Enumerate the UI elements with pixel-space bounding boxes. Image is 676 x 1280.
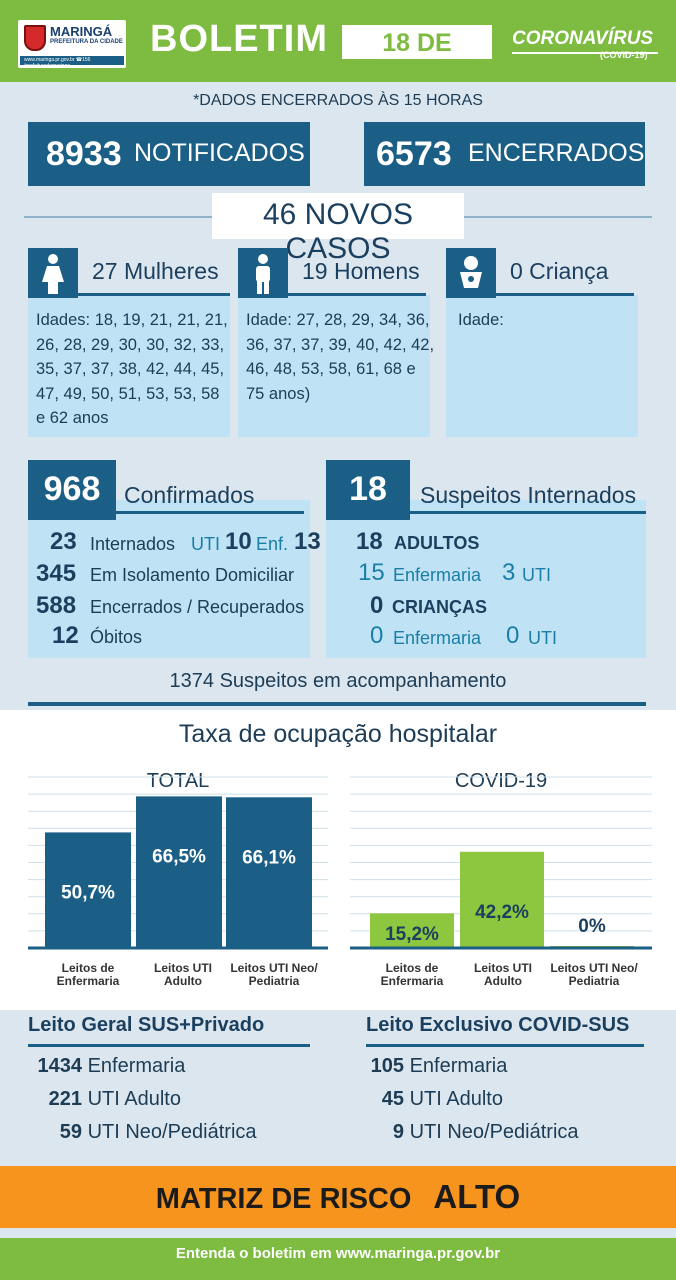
recuperados-row: 588 Encerrados / Recuperados <box>36 592 305 619</box>
bar-value-label: 15,2% <box>385 924 439 945</box>
adultos-breakdown-row: 15 Enfermaria 3 UTI <box>358 559 551 586</box>
leito-covid-title: Leito Exclusivo COVID-SUS <box>366 1014 630 1036</box>
logo-name: MARINGÁ <box>50 24 113 39</box>
encerrados-count: 6573 <box>376 135 452 173</box>
female-icon <box>28 248 78 298</box>
leito-covid-row: 105 Enfermaria <box>370 1055 508 1077</box>
bar <box>370 913 454 948</box>
matriz-risco-banner: MATRIZ DE RISCO ALTO <box>0 1166 676 1228</box>
adultos-row: 18 ADULTOS <box>356 528 480 555</box>
risco-level: ALTO <box>433 1178 521 1215</box>
covid-chart: COVID-19 15,2% 42,2% 0% Leitos de Enfermar… <box>350 710 652 1000</box>
confirmados-label: Confirmados <box>124 482 255 508</box>
bar <box>460 851 544 948</box>
covid-bar-chart: 15,2% 42,2% 0% <box>350 776 652 950</box>
confirmados-count-box: 968 <box>28 460 116 520</box>
total-x-label-2: Leitos UTI Adulto <box>153 961 212 988</box>
coat-of-arms-icon <box>24 25 46 51</box>
bar-value-label: 50,7% <box>61 882 115 903</box>
total-chart: TOTAL 50,7% 66,5% 66,1% Leitos de Enfermar… <box>28 710 328 1000</box>
date-text: 18 DE JUNHO <box>373 29 461 86</box>
crianca-ages: Idade: <box>458 311 504 329</box>
total-chart-title: TOTAL <box>146 770 210 792</box>
topic-subtitle: (COVID-19) <box>600 50 648 60</box>
mulheres-ages: Idades: 18, 19, 21, 21, 21, 26, 28, 29, … <box>36 311 228 427</box>
encerrados-label: ENCERRADOS <box>468 139 645 167</box>
leito-covid-list: 105 Enfermaria 45 UTI Adulto 9 UTI Neo/P… <box>366 1047 644 1155</box>
total-x-label-1: Leitos de Enfermaria <box>56 961 120 988</box>
bar <box>226 797 312 948</box>
bar <box>45 832 131 948</box>
mulheres-title: 27 Mulheres <box>92 258 219 284</box>
total-bar-chart: 50,7% 66,5% 66,1% <box>28 776 328 950</box>
novos-casos: 46 NOVOS CASOS <box>212 193 464 265</box>
bar-value-label: 66,1% <box>242 847 296 868</box>
internados-row: 23 Internados UTI 10 Enf. 13 <box>50 528 321 555</box>
crianca-title: 0 Criança <box>510 258 609 284</box>
confirmados-panel <box>28 500 310 658</box>
logo-url: www.maringa.pr.gov.br ☎156 /prefeiturade… <box>24 57 91 69</box>
bar-value-label: 42,2% <box>475 902 529 923</box>
mulheres-card <box>28 295 230 437</box>
isolamento-row: 345 Em Isolamento Domiciliar <box>36 560 295 587</box>
topic-title: CORONAVÍRUS <box>512 28 654 49</box>
acompanhamento-text: 1374 Suspeitos em acompanhamento <box>169 670 507 692</box>
total-x-label-3: Leitos UTI Neo/ Pediatria <box>230 961 318 988</box>
suspeitos-count-box: 18 <box>326 460 410 520</box>
suspeitos-label: Suspeitos Internados <box>420 482 637 508</box>
leito-geral-row: 59 UTI Neo/Pediátrica <box>59 1121 257 1143</box>
covid-chart-title: COVID-19 <box>454 770 548 792</box>
encerrados-box: 6573 ENCERRADOS <box>364 122 645 186</box>
chart-title: Taxa de ocupação hospitalar <box>178 720 498 748</box>
bar-value-label: 0% <box>578 916 606 937</box>
confirmados-count: 968 <box>43 470 101 508</box>
logo-subtitle: PREFEITURA DA CIDADE <box>50 39 123 45</box>
baby-icon <box>446 248 496 298</box>
criancas-breakdown-row: 0 Enfermaria 0 UTI <box>370 622 557 649</box>
notificados-count: 8933 <box>46 135 122 173</box>
header-bar: MARINGÁ PREFEITURA DA CIDADE www.maringa… <box>0 0 676 86</box>
covid-x-label-3: Leitos UTI Neo/ Pediatria <box>550 961 638 988</box>
suspeitos-panel <box>326 500 646 658</box>
risco-label: MATRIZ DE RISCO <box>155 1183 412 1215</box>
covid-x-label-1: Leitos de Enfermaria <box>380 961 444 988</box>
male-icon <box>238 248 288 298</box>
obitos-row: 12 Óbitos <box>52 622 143 649</box>
data-note: *DADOS ENCERRADOS ÀS 15 HORAS <box>193 92 483 109</box>
crianca-card <box>446 295 638 437</box>
homens-card <box>238 295 430 437</box>
date-badge: 18 DE JUNHO <box>339 22 495 86</box>
leito-geral-row: 221 UTI Adulto <box>48 1088 181 1110</box>
leito-geral-row: 1434 Enfermaria <box>37 1055 186 1077</box>
footer-bar: Entenda o boletim em www.maringa.pr.gov.… <box>0 1238 676 1280</box>
leito-geral-list: 1434 Enfermaria 221 UTI Adulto 59 UTI Ne… <box>28 1047 310 1155</box>
notificados-box: 8933 NOTIFICADOS <box>28 122 310 186</box>
leito-covid-row: 45 UTI Adulto <box>381 1088 503 1110</box>
notificados-label: NOTIFICADOS <box>134 139 305 167</box>
homens-ages: Idade: 27, 28, 29, 34, 36, 36, 37, 37, 3… <box>246 311 435 403</box>
criancas-row: 0 CRIANÇAS <box>370 592 488 619</box>
suspeitos-count: 18 <box>349 470 387 508</box>
prefeitura-logo: MARINGÁ PREFEITURA DA CIDADE www.maringa… <box>18 20 126 69</box>
bar-value-label: 66,5% <box>152 846 206 867</box>
bar <box>136 796 222 948</box>
footer-link[interactable]: Entenda o boletim em www.maringa.pr.gov.… <box>175 1245 501 1262</box>
leito-covid-row: 9 UTI Neo/Pediátrica <box>392 1121 579 1143</box>
leito-geral-title: Leito Geral SUS+Privado <box>28 1014 265 1036</box>
homens-title: 19 Homens <box>302 258 420 284</box>
covid-x-label-2: Leitos UTI Adulto <box>473 961 532 988</box>
page-title: BOLETIM <box>150 18 328 60</box>
